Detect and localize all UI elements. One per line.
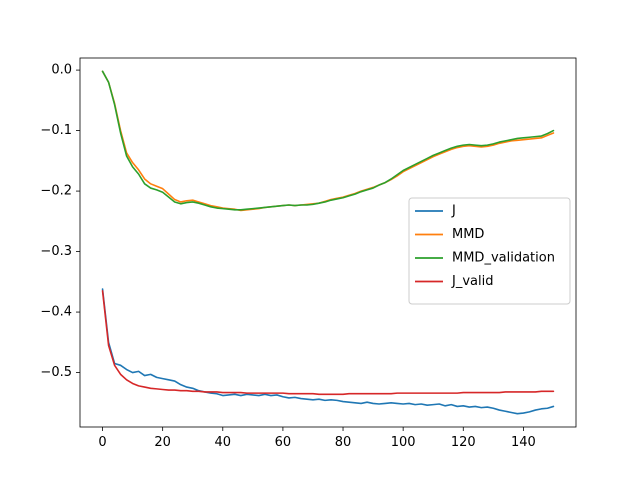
- y-tick-label: −0.4: [40, 305, 72, 320]
- x-tick-label: 20: [154, 435, 171, 450]
- x-tick-label: 80: [335, 435, 352, 450]
- y-tick-label: −0.3: [40, 244, 72, 259]
- x-axis: 0 20 40 60 80 100 120 140: [98, 427, 536, 450]
- series-line-j: [101, 288, 555, 415]
- x-tick-label: 60: [275, 435, 292, 450]
- x-tick-label: 120: [451, 435, 476, 450]
- x-tick-label: 0: [98, 435, 106, 450]
- y-axis: 0.0 −0.1 −0.2 −0.3 −0.4 −0.5: [40, 63, 80, 380]
- x-tick-label: 40: [215, 435, 232, 450]
- legend: J MMD MMD_validation J_valid: [408, 197, 571, 305]
- legend-label-j: J: [451, 204, 456, 219]
- y-tick-label: −0.5: [40, 365, 72, 380]
- legend-box: [408, 197, 571, 305]
- y-tick-label: −0.1: [40, 123, 72, 138]
- series-line-mmd-validation: [101, 70, 555, 211]
- y-tick-label: −0.2: [40, 184, 72, 199]
- x-tick-label: 140: [511, 435, 536, 450]
- y-tick-label: 0.0: [51, 63, 72, 78]
- series-layer: [101, 70, 555, 415]
- series-line-j-valid: [101, 290, 555, 396]
- legend-label-j-valid: J_valid: [451, 274, 493, 289]
- legend-label-mmd-validation: MMD_validation: [452, 251, 555, 266]
- axes-frame: [79, 57, 577, 428]
- x-tick-label: 100: [391, 435, 416, 450]
- legend-label-mmd: MMD: [452, 227, 484, 242]
